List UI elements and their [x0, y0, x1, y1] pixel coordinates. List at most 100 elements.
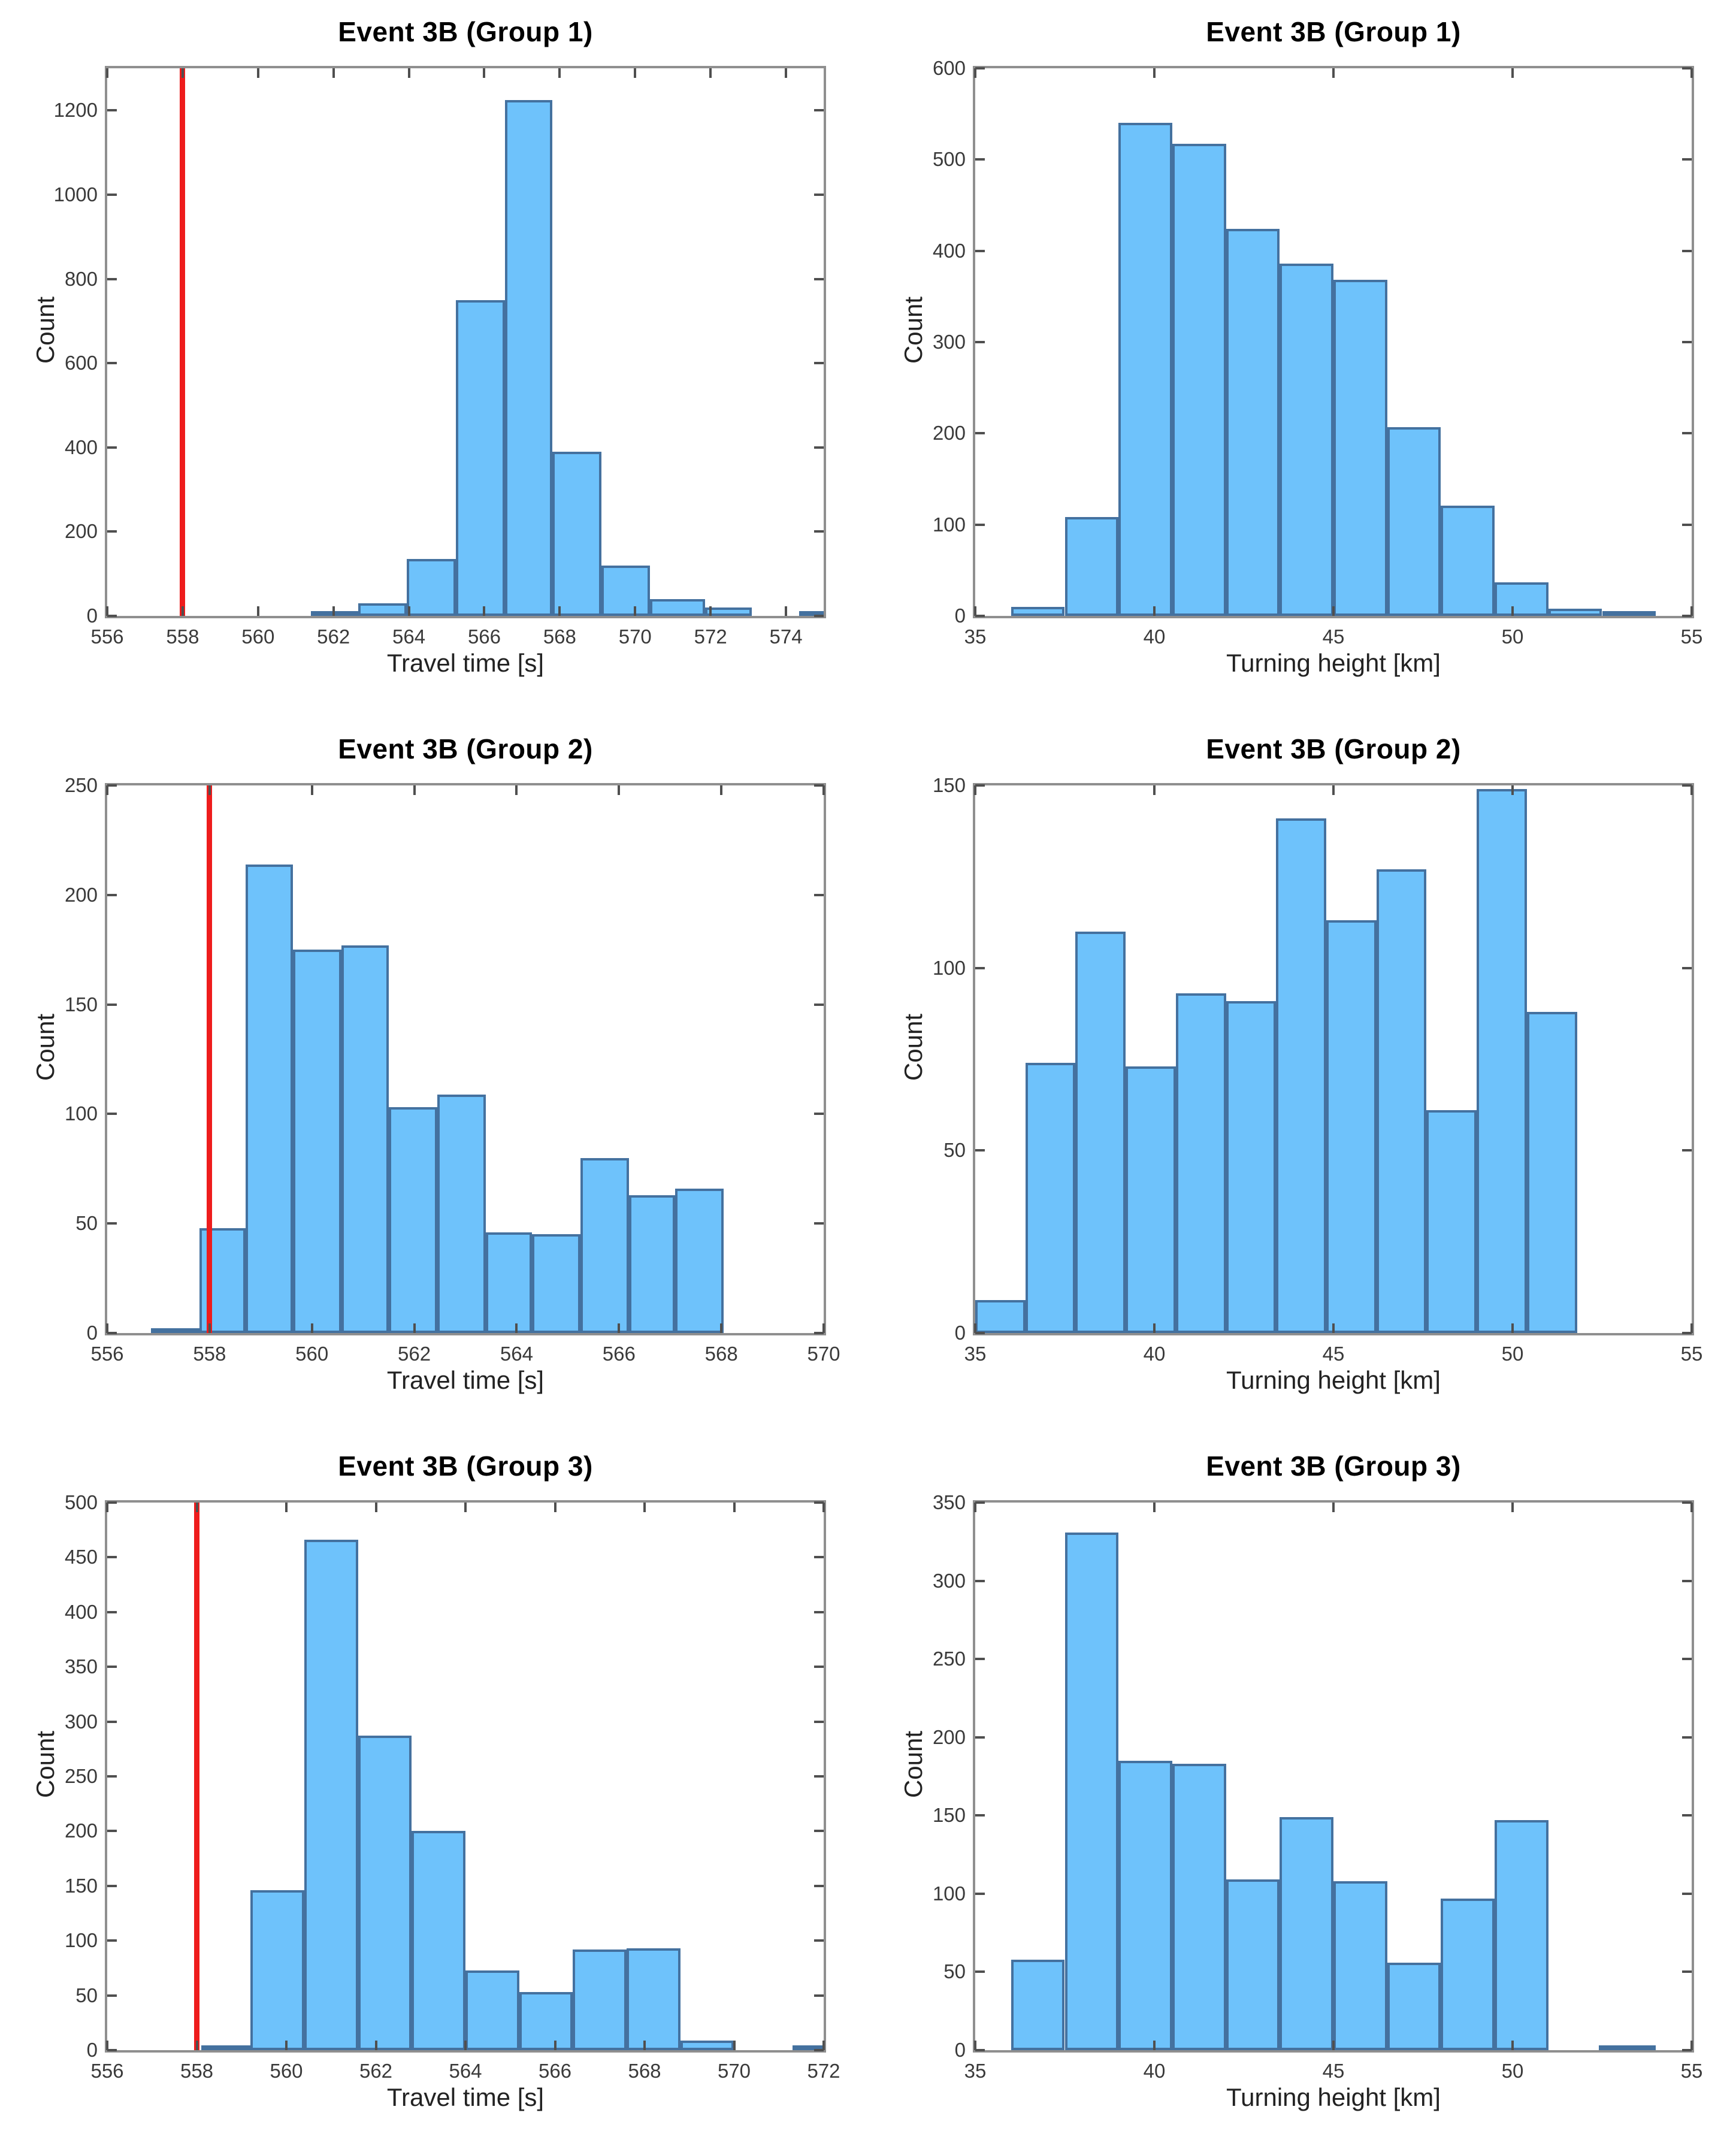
x-tick-mark [106, 785, 108, 795]
x-tick-mark [106, 2041, 108, 2050]
chart-title: Event 3B (Group 2) [338, 733, 593, 764]
x-tick-label: 556 [90, 1343, 124, 1365]
x-tick-mark [1153, 1503, 1156, 1512]
histogram-bar [792, 2045, 824, 2050]
x-tick-mark [554, 1503, 557, 1512]
y-tick-label: 50 [943, 1960, 966, 1983]
x-tick-label: 562 [398, 1343, 431, 1365]
x-tick-mark [195, 2041, 198, 2050]
histogram-bar [1226, 1001, 1277, 1333]
x-tick-label: 570 [618, 625, 652, 648]
histogram-bar [199, 1228, 246, 1333]
y-tick-label: 0 [86, 605, 98, 627]
x-tick-mark [208, 785, 211, 795]
histogram-bar [1075, 931, 1126, 1333]
histogram-bar [1025, 1063, 1076, 1333]
y-tick-label: 200 [64, 883, 98, 906]
y-tick-label: 500 [932, 148, 966, 171]
x-tick-label: 55 [1680, 1343, 1703, 1365]
y-tick-mark [107, 277, 117, 280]
y-tick-mark [814, 1939, 824, 1942]
histogram-bar [975, 1300, 1026, 1333]
x-tick-label: 40 [1143, 1343, 1166, 1365]
y-tick-label: 1200 [53, 99, 98, 122]
chart-travel-time-group3: Event 3B (Group 3) Count Travel time [s]… [0, 1434, 868, 2152]
x-tick-mark [106, 1503, 108, 1512]
x-tick-label: 564 [392, 625, 426, 648]
histogram-bar [1477, 789, 1527, 1333]
histogram-bar [1172, 1764, 1226, 2050]
histogram-bar [1598, 2045, 1656, 2050]
y-tick-mark [814, 1720, 824, 1723]
x-tick-mark [256, 606, 259, 616]
y-tick-mark [107, 615, 117, 617]
histogram-bar [704, 607, 752, 616]
x-tick-mark [618, 785, 621, 795]
histogram-bar [388, 1107, 437, 1333]
histogram-bar [1226, 1879, 1280, 2050]
x-tick-mark [1690, 1323, 1693, 1333]
histogram-bar [412, 1831, 465, 2050]
y-tick-label: 50 [75, 1984, 98, 2006]
y-tick-mark [1682, 1736, 1692, 1739]
x-tick-label: 556 [90, 2060, 124, 2082]
y-tick-label: 400 [64, 1600, 98, 1623]
y-tick-mark [107, 1556, 117, 1559]
x-tick-label: 564 [449, 2060, 482, 2082]
histogram-bar [1548, 608, 1602, 616]
x-tick-mark [181, 68, 184, 78]
y-tick-mark [814, 1666, 824, 1669]
y-axis-label: Count [31, 1730, 59, 1799]
y-tick-mark [107, 1939, 117, 1942]
y-tick-mark [975, 432, 985, 435]
chart-title: Event 3B (Group 2) [1206, 733, 1461, 764]
x-tick-mark [413, 785, 416, 795]
x-tick-label: 45 [1322, 625, 1345, 648]
red-reference-line [207, 785, 213, 1333]
histogram-bar [341, 945, 389, 1333]
x-tick-mark [1332, 785, 1335, 795]
histogram-bar [304, 1540, 358, 2050]
y-tick-label: 100 [932, 513, 966, 536]
y-tick-mark [814, 109, 824, 112]
x-tick-mark [1511, 1503, 1514, 1512]
y-tick-mark [1682, 1579, 1692, 1582]
histogram-bar [627, 1948, 681, 2050]
y-tick-mark [1682, 966, 1692, 969]
x-axis-label: Turning height [km] [1226, 2083, 1441, 2111]
chart-title: Event 3B (Group 3) [1206, 1450, 1461, 1482]
x-tick-mark [1511, 606, 1514, 616]
y-tick-mark [107, 1666, 117, 1669]
y-tick-label: 800 [64, 267, 98, 290]
x-tick-label: 50 [1501, 1343, 1524, 1365]
y-tick-mark [107, 1720, 117, 1723]
x-tick-mark [1690, 2041, 1693, 2050]
y-tick-mark [107, 2049, 117, 2051]
y-tick-mark [814, 1884, 824, 1887]
histogram-bar [1602, 611, 1656, 616]
x-tick-label: 572 [694, 625, 727, 648]
x-tick-mark [407, 68, 410, 78]
y-tick-label: 150 [932, 1804, 966, 1827]
x-tick-label: 566 [602, 1343, 636, 1365]
x-tick-label: 35 [964, 625, 987, 648]
y-tick-label: 400 [932, 239, 966, 262]
y-tick-label: 150 [64, 993, 98, 1015]
y-tick-mark [107, 1830, 117, 1833]
y-tick-mark [1682, 784, 1692, 787]
x-tick-label: 35 [964, 2060, 987, 2082]
y-tick-mark [1682, 615, 1692, 617]
y-tick-mark [107, 446, 117, 449]
chart-title: Event 3B (Group 1) [338, 16, 593, 47]
histogram-bar [1118, 123, 1172, 616]
x-tick-mark [785, 606, 788, 616]
y-tick-label: 250 [932, 1648, 966, 1670]
y-tick-mark [1682, 1501, 1692, 1504]
x-tick-mark [464, 2041, 467, 2050]
y-tick-label: 200 [932, 422, 966, 445]
x-tick-label: 574 [769, 625, 803, 648]
x-tick-mark [374, 1503, 377, 1512]
y-axis-label: Count [31, 1013, 59, 1081]
red-reference-line [194, 1503, 199, 2050]
y-tick-label: 100 [932, 1882, 966, 1905]
